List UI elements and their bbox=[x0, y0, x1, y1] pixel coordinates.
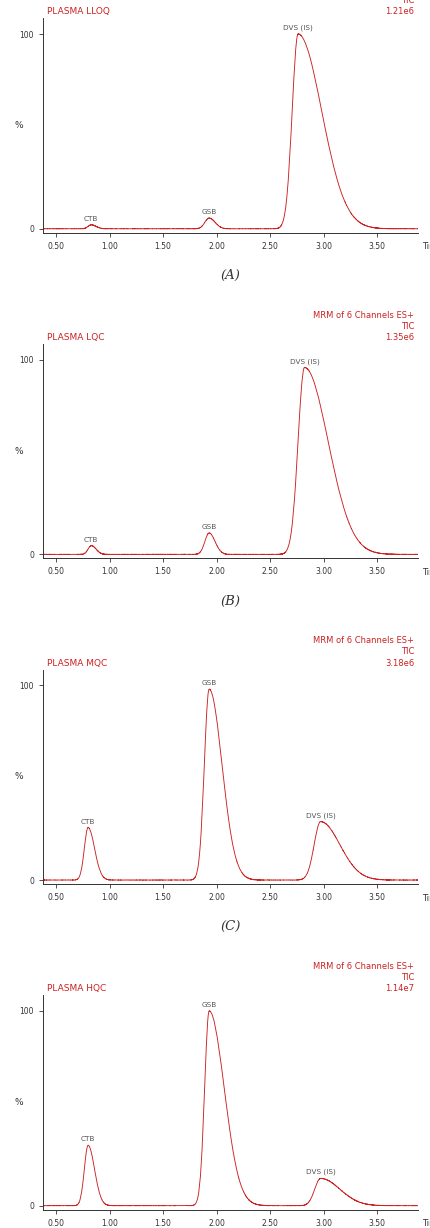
Text: (C): (C) bbox=[220, 920, 240, 933]
Text: %: % bbox=[14, 122, 23, 130]
Text: MRM of 6 Channels ES+
TIC
1.21e6: MRM of 6 Channels ES+ TIC 1.21e6 bbox=[313, 0, 413, 16]
Text: CTB: CTB bbox=[84, 216, 98, 222]
Text: CTB: CTB bbox=[81, 1136, 95, 1142]
Text: %: % bbox=[14, 1098, 23, 1106]
Text: PLASMA MQC: PLASMA MQC bbox=[47, 658, 107, 668]
Text: PLASMA HQC: PLASMA HQC bbox=[47, 984, 106, 993]
Text: Time: Time bbox=[421, 1219, 430, 1228]
Text: PLASMA LLOQ: PLASMA LLOQ bbox=[47, 7, 110, 16]
Text: Time: Time bbox=[421, 567, 430, 577]
Text: GSB: GSB bbox=[201, 1002, 216, 1008]
Text: %: % bbox=[14, 772, 23, 781]
Text: CTB: CTB bbox=[84, 537, 98, 543]
Text: (A): (A) bbox=[220, 269, 240, 282]
Text: DVS (IS): DVS (IS) bbox=[283, 25, 312, 31]
Text: Time: Time bbox=[421, 894, 430, 903]
Text: CTB: CTB bbox=[81, 819, 95, 824]
Text: GSB: GSB bbox=[201, 680, 216, 686]
Text: GSB: GSB bbox=[201, 524, 216, 530]
Text: MRM of 6 Channels ES+
TIC
1.14e7: MRM of 6 Channels ES+ TIC 1.14e7 bbox=[313, 962, 413, 993]
Text: GSB: GSB bbox=[201, 209, 216, 215]
Text: DVS (IS): DVS (IS) bbox=[305, 812, 335, 819]
Text: MRM of 6 Channels ES+
TIC
3.18e6: MRM of 6 Channels ES+ TIC 3.18e6 bbox=[313, 636, 413, 668]
Text: DVS (IS): DVS (IS) bbox=[305, 1169, 335, 1175]
Text: DVS (IS): DVS (IS) bbox=[289, 359, 319, 365]
Text: PLASMA LQC: PLASMA LQC bbox=[47, 333, 104, 341]
Text: Time: Time bbox=[421, 242, 430, 252]
Text: %: % bbox=[14, 447, 23, 456]
Text: MRM of 6 Channels ES+
TIC
1.35e6: MRM of 6 Channels ES+ TIC 1.35e6 bbox=[313, 311, 413, 341]
Text: (B): (B) bbox=[220, 594, 240, 608]
